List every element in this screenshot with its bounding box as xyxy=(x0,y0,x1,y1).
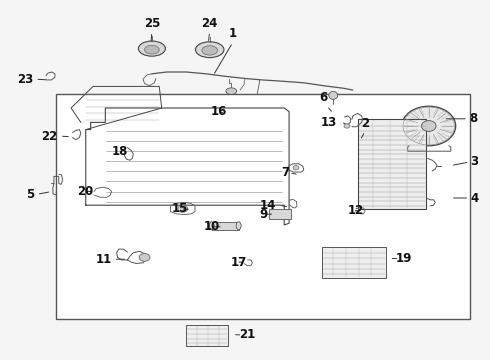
Text: 2: 2 xyxy=(361,117,369,130)
Text: 11: 11 xyxy=(96,253,112,266)
Bar xyxy=(212,222,239,230)
Text: 6: 6 xyxy=(319,91,327,104)
Text: 21: 21 xyxy=(239,328,255,341)
Bar xyxy=(56,94,470,319)
Ellipse shape xyxy=(293,166,299,170)
Text: 5: 5 xyxy=(26,188,34,201)
Text: 7: 7 xyxy=(282,166,290,179)
Text: 12: 12 xyxy=(348,204,364,217)
Text: 16: 16 xyxy=(211,105,227,118)
Text: 14: 14 xyxy=(260,199,276,212)
Text: 22: 22 xyxy=(42,130,58,143)
Text: 19: 19 xyxy=(396,252,412,265)
Ellipse shape xyxy=(138,41,165,56)
Ellipse shape xyxy=(344,124,350,128)
Ellipse shape xyxy=(402,106,456,146)
Ellipse shape xyxy=(421,121,436,131)
Bar xyxy=(322,247,386,278)
Text: 23: 23 xyxy=(17,73,33,86)
Ellipse shape xyxy=(236,222,241,230)
Ellipse shape xyxy=(209,222,214,230)
Text: 1: 1 xyxy=(229,27,237,40)
Text: 8: 8 xyxy=(469,112,478,125)
Bar xyxy=(269,209,291,219)
Ellipse shape xyxy=(196,42,224,58)
Ellipse shape xyxy=(226,88,237,94)
Ellipse shape xyxy=(145,45,159,54)
Text: 24: 24 xyxy=(201,17,218,30)
Text: 25: 25 xyxy=(144,17,160,30)
Ellipse shape xyxy=(139,253,150,261)
Text: 17: 17 xyxy=(230,256,246,269)
Ellipse shape xyxy=(329,91,338,99)
Ellipse shape xyxy=(178,205,188,212)
Text: 18: 18 xyxy=(112,145,128,158)
Ellipse shape xyxy=(202,46,218,55)
Text: 20: 20 xyxy=(77,185,94,198)
Text: 4: 4 xyxy=(470,192,479,204)
Text: 15: 15 xyxy=(172,202,188,215)
Bar xyxy=(186,325,228,346)
Text: 3: 3 xyxy=(470,156,479,168)
Bar xyxy=(358,119,426,209)
Text: 13: 13 xyxy=(321,116,337,129)
Text: 9: 9 xyxy=(260,208,268,221)
Text: 10: 10 xyxy=(203,220,220,233)
